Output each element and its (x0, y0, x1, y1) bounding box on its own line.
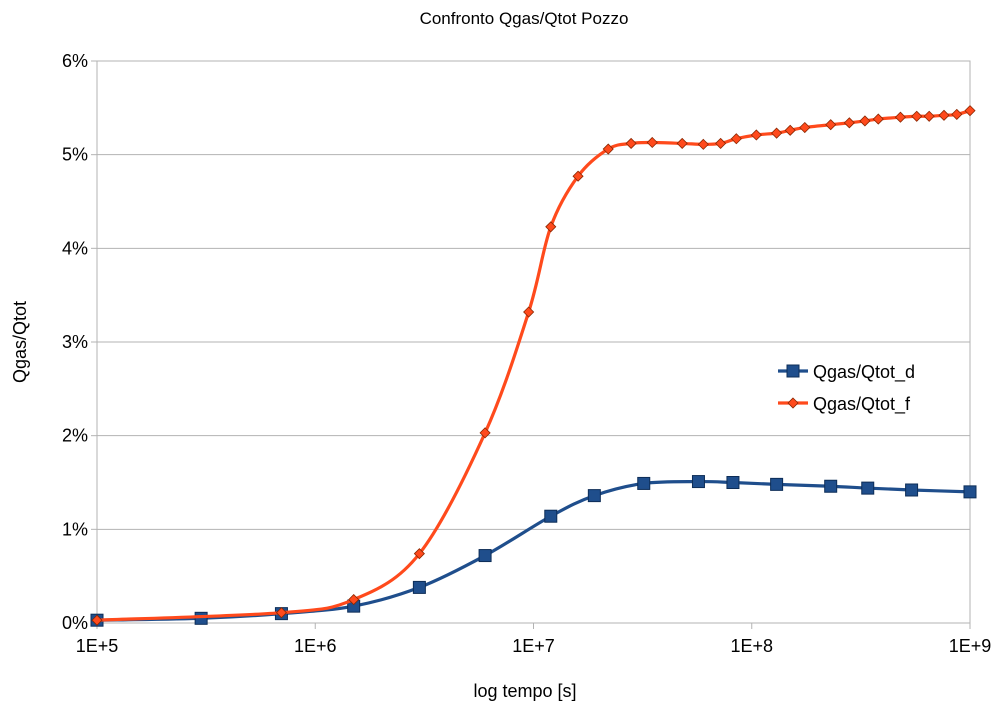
legend-label: Qgas/Qtot_f (813, 394, 911, 415)
data-point (348, 594, 360, 606)
data-point (91, 614, 103, 626)
data-point (730, 133, 742, 145)
data-point (770, 477, 784, 491)
data-point (412, 580, 426, 594)
legend-entry: Qgas/Qtot_d (778, 362, 915, 383)
data-point (478, 549, 492, 563)
y-tick-label: 0% (62, 613, 88, 633)
data-point (859, 115, 871, 127)
x-tick-label: 1E+6 (294, 636, 337, 656)
y-tick-label: 6% (62, 51, 88, 71)
data-point (872, 113, 884, 125)
legend-marker (786, 364, 800, 378)
data-point (861, 481, 875, 495)
data-point (676, 137, 688, 149)
data-point (923, 110, 935, 122)
data-point (894, 111, 906, 123)
y-axis-label: Qgas/Qtot (10, 301, 30, 383)
data-point (905, 483, 919, 497)
data-point (646, 136, 658, 149)
y-tick-label: 3% (62, 332, 88, 352)
data-point (572, 170, 584, 182)
data-point (413, 548, 425, 560)
x-tick-label: 1E+7 (512, 636, 555, 656)
legend-entry: Qgas/Qtot_f (778, 394, 911, 415)
chart-title: Confronto Qgas/Qtot Pozzo (420, 9, 629, 28)
data-point (726, 476, 740, 489)
data-point (523, 306, 535, 318)
data-point (697, 138, 709, 150)
data-point (824, 479, 838, 493)
y-tick-label: 2% (62, 426, 88, 446)
data-point (637, 476, 651, 490)
x-axis-label: log tempo [s] (473, 681, 576, 701)
x-axis-ticks: 1E+5 1E+6 1E+7 1E+8 1E+9 (76, 623, 992, 656)
series-group (90, 105, 977, 627)
y-axis-ticks: 0% 1% 2% 3% 4% 5% 6% (62, 51, 97, 633)
data-point (602, 143, 614, 155)
data-point (964, 105, 976, 117)
legend-label: Qgas/Qtot_d (813, 362, 915, 383)
data-point (691, 475, 705, 489)
data-point (938, 109, 950, 121)
data-point (951, 108, 963, 120)
legend: Qgas/Qtot_d Qgas/Qtot_f (778, 362, 915, 415)
data-point (625, 137, 637, 149)
data-point (715, 137, 727, 149)
data-point (479, 427, 491, 439)
data-point (843, 117, 855, 129)
data-point (545, 221, 557, 233)
y-tick-label: 4% (62, 238, 88, 258)
series-line (96, 479, 971, 622)
data-point (784, 124, 796, 136)
data-point (771, 127, 783, 139)
data-point (911, 110, 923, 122)
y-tick-label: 5% (62, 145, 88, 165)
data-point (963, 485, 977, 499)
data-point (275, 607, 288, 619)
x-tick-label: 1E+9 (949, 636, 992, 656)
x-tick-label: 1E+8 (730, 636, 773, 656)
data-point (587, 489, 601, 503)
x-tick-label: 1E+5 (76, 636, 119, 656)
legend-marker (787, 397, 799, 409)
data-point (750, 129, 762, 141)
data-point (825, 119, 837, 131)
y-tick-label: 1% (62, 519, 88, 539)
data-point (544, 509, 558, 523)
data-point (799, 121, 811, 134)
